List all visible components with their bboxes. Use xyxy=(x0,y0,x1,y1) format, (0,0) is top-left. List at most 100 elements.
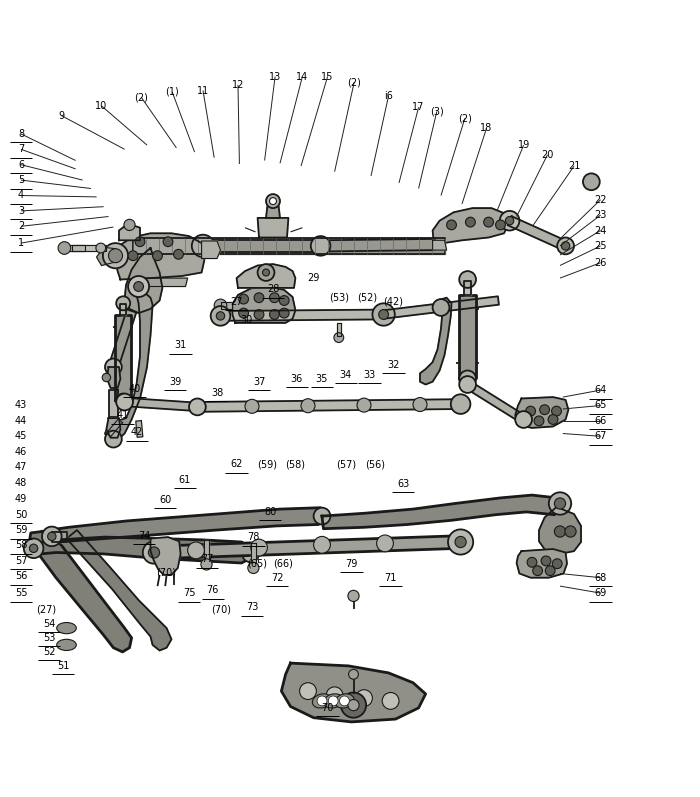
Polygon shape xyxy=(220,302,232,309)
Text: 23: 23 xyxy=(594,210,607,220)
Circle shape xyxy=(459,376,476,393)
Circle shape xyxy=(216,312,225,320)
Text: 42: 42 xyxy=(131,427,144,437)
Text: 70: 70 xyxy=(321,703,334,713)
Text: 31: 31 xyxy=(174,340,187,351)
Text: 35: 35 xyxy=(316,374,328,384)
Circle shape xyxy=(515,411,532,428)
Polygon shape xyxy=(464,281,471,295)
Circle shape xyxy=(103,243,128,269)
Text: 21: 21 xyxy=(568,161,580,171)
Circle shape xyxy=(545,566,555,575)
Circle shape xyxy=(135,237,145,246)
Polygon shape xyxy=(420,298,452,384)
Text: 20: 20 xyxy=(541,150,554,160)
Polygon shape xyxy=(321,239,435,252)
Text: 22: 22 xyxy=(594,194,607,205)
Circle shape xyxy=(583,174,600,190)
Circle shape xyxy=(433,299,449,316)
Circle shape xyxy=(496,220,505,230)
Text: 55: 55 xyxy=(15,588,27,598)
Text: 60: 60 xyxy=(159,495,172,505)
Circle shape xyxy=(143,541,165,563)
Circle shape xyxy=(128,276,149,297)
Circle shape xyxy=(116,296,130,310)
Text: 78: 78 xyxy=(247,532,260,542)
Polygon shape xyxy=(517,549,567,578)
Text: (27): (27) xyxy=(36,605,56,615)
Circle shape xyxy=(254,309,264,320)
Circle shape xyxy=(279,296,289,305)
Text: 8: 8 xyxy=(18,129,24,139)
Text: 5: 5 xyxy=(18,175,24,185)
Polygon shape xyxy=(31,537,252,563)
Circle shape xyxy=(102,373,111,382)
Text: 40: 40 xyxy=(128,383,141,394)
Text: 64: 64 xyxy=(594,385,607,395)
Circle shape xyxy=(153,251,162,261)
Polygon shape xyxy=(108,309,136,368)
Text: 2: 2 xyxy=(18,222,24,231)
Circle shape xyxy=(29,544,38,552)
Text: 28: 28 xyxy=(267,285,279,294)
Text: 66: 66 xyxy=(594,416,607,426)
Circle shape xyxy=(48,532,56,540)
Circle shape xyxy=(356,689,372,706)
Text: 54: 54 xyxy=(43,619,55,629)
Text: 9: 9 xyxy=(59,111,64,120)
Circle shape xyxy=(174,249,183,259)
Circle shape xyxy=(455,536,466,548)
Ellipse shape xyxy=(57,622,76,634)
Circle shape xyxy=(348,591,359,602)
Text: 4: 4 xyxy=(18,190,24,201)
Circle shape xyxy=(58,241,71,254)
Text: (42): (42) xyxy=(384,297,403,307)
Text: 53: 53 xyxy=(43,633,55,643)
Text: (57): (57) xyxy=(336,459,356,469)
Polygon shape xyxy=(136,421,143,438)
Text: 18: 18 xyxy=(480,124,493,133)
Text: (52): (52) xyxy=(357,292,377,303)
Text: 80: 80 xyxy=(264,507,276,517)
Polygon shape xyxy=(204,540,209,563)
Polygon shape xyxy=(251,543,256,567)
Circle shape xyxy=(134,281,143,292)
Circle shape xyxy=(245,399,259,414)
Circle shape xyxy=(242,545,259,563)
Circle shape xyxy=(262,269,270,276)
Text: 41: 41 xyxy=(116,410,129,420)
Polygon shape xyxy=(48,508,323,543)
Text: 36: 36 xyxy=(290,374,303,384)
Polygon shape xyxy=(133,238,444,253)
Circle shape xyxy=(300,683,316,700)
Circle shape xyxy=(459,271,476,288)
Polygon shape xyxy=(508,216,568,250)
Text: 68: 68 xyxy=(594,573,607,583)
Circle shape xyxy=(189,398,206,415)
Text: 77: 77 xyxy=(201,555,214,564)
Text: 44: 44 xyxy=(15,416,27,426)
Circle shape xyxy=(163,237,173,246)
Circle shape xyxy=(484,218,494,227)
Circle shape xyxy=(317,696,327,706)
Circle shape xyxy=(372,304,395,326)
Polygon shape xyxy=(116,234,204,280)
Circle shape xyxy=(279,308,289,318)
Text: 67: 67 xyxy=(594,431,607,442)
Polygon shape xyxy=(116,315,131,400)
Polygon shape xyxy=(433,241,447,250)
Text: 10: 10 xyxy=(95,101,108,111)
Circle shape xyxy=(201,559,212,570)
Circle shape xyxy=(349,669,358,679)
Text: 7: 7 xyxy=(18,144,24,155)
Polygon shape xyxy=(61,245,106,251)
Circle shape xyxy=(254,292,264,303)
Circle shape xyxy=(549,493,571,515)
Text: (70): (70) xyxy=(157,567,176,577)
Circle shape xyxy=(42,527,62,546)
Text: 52: 52 xyxy=(43,647,55,657)
Text: 58: 58 xyxy=(15,540,27,551)
Text: (1): (1) xyxy=(165,87,179,97)
Circle shape xyxy=(116,394,130,407)
Polygon shape xyxy=(202,241,220,258)
